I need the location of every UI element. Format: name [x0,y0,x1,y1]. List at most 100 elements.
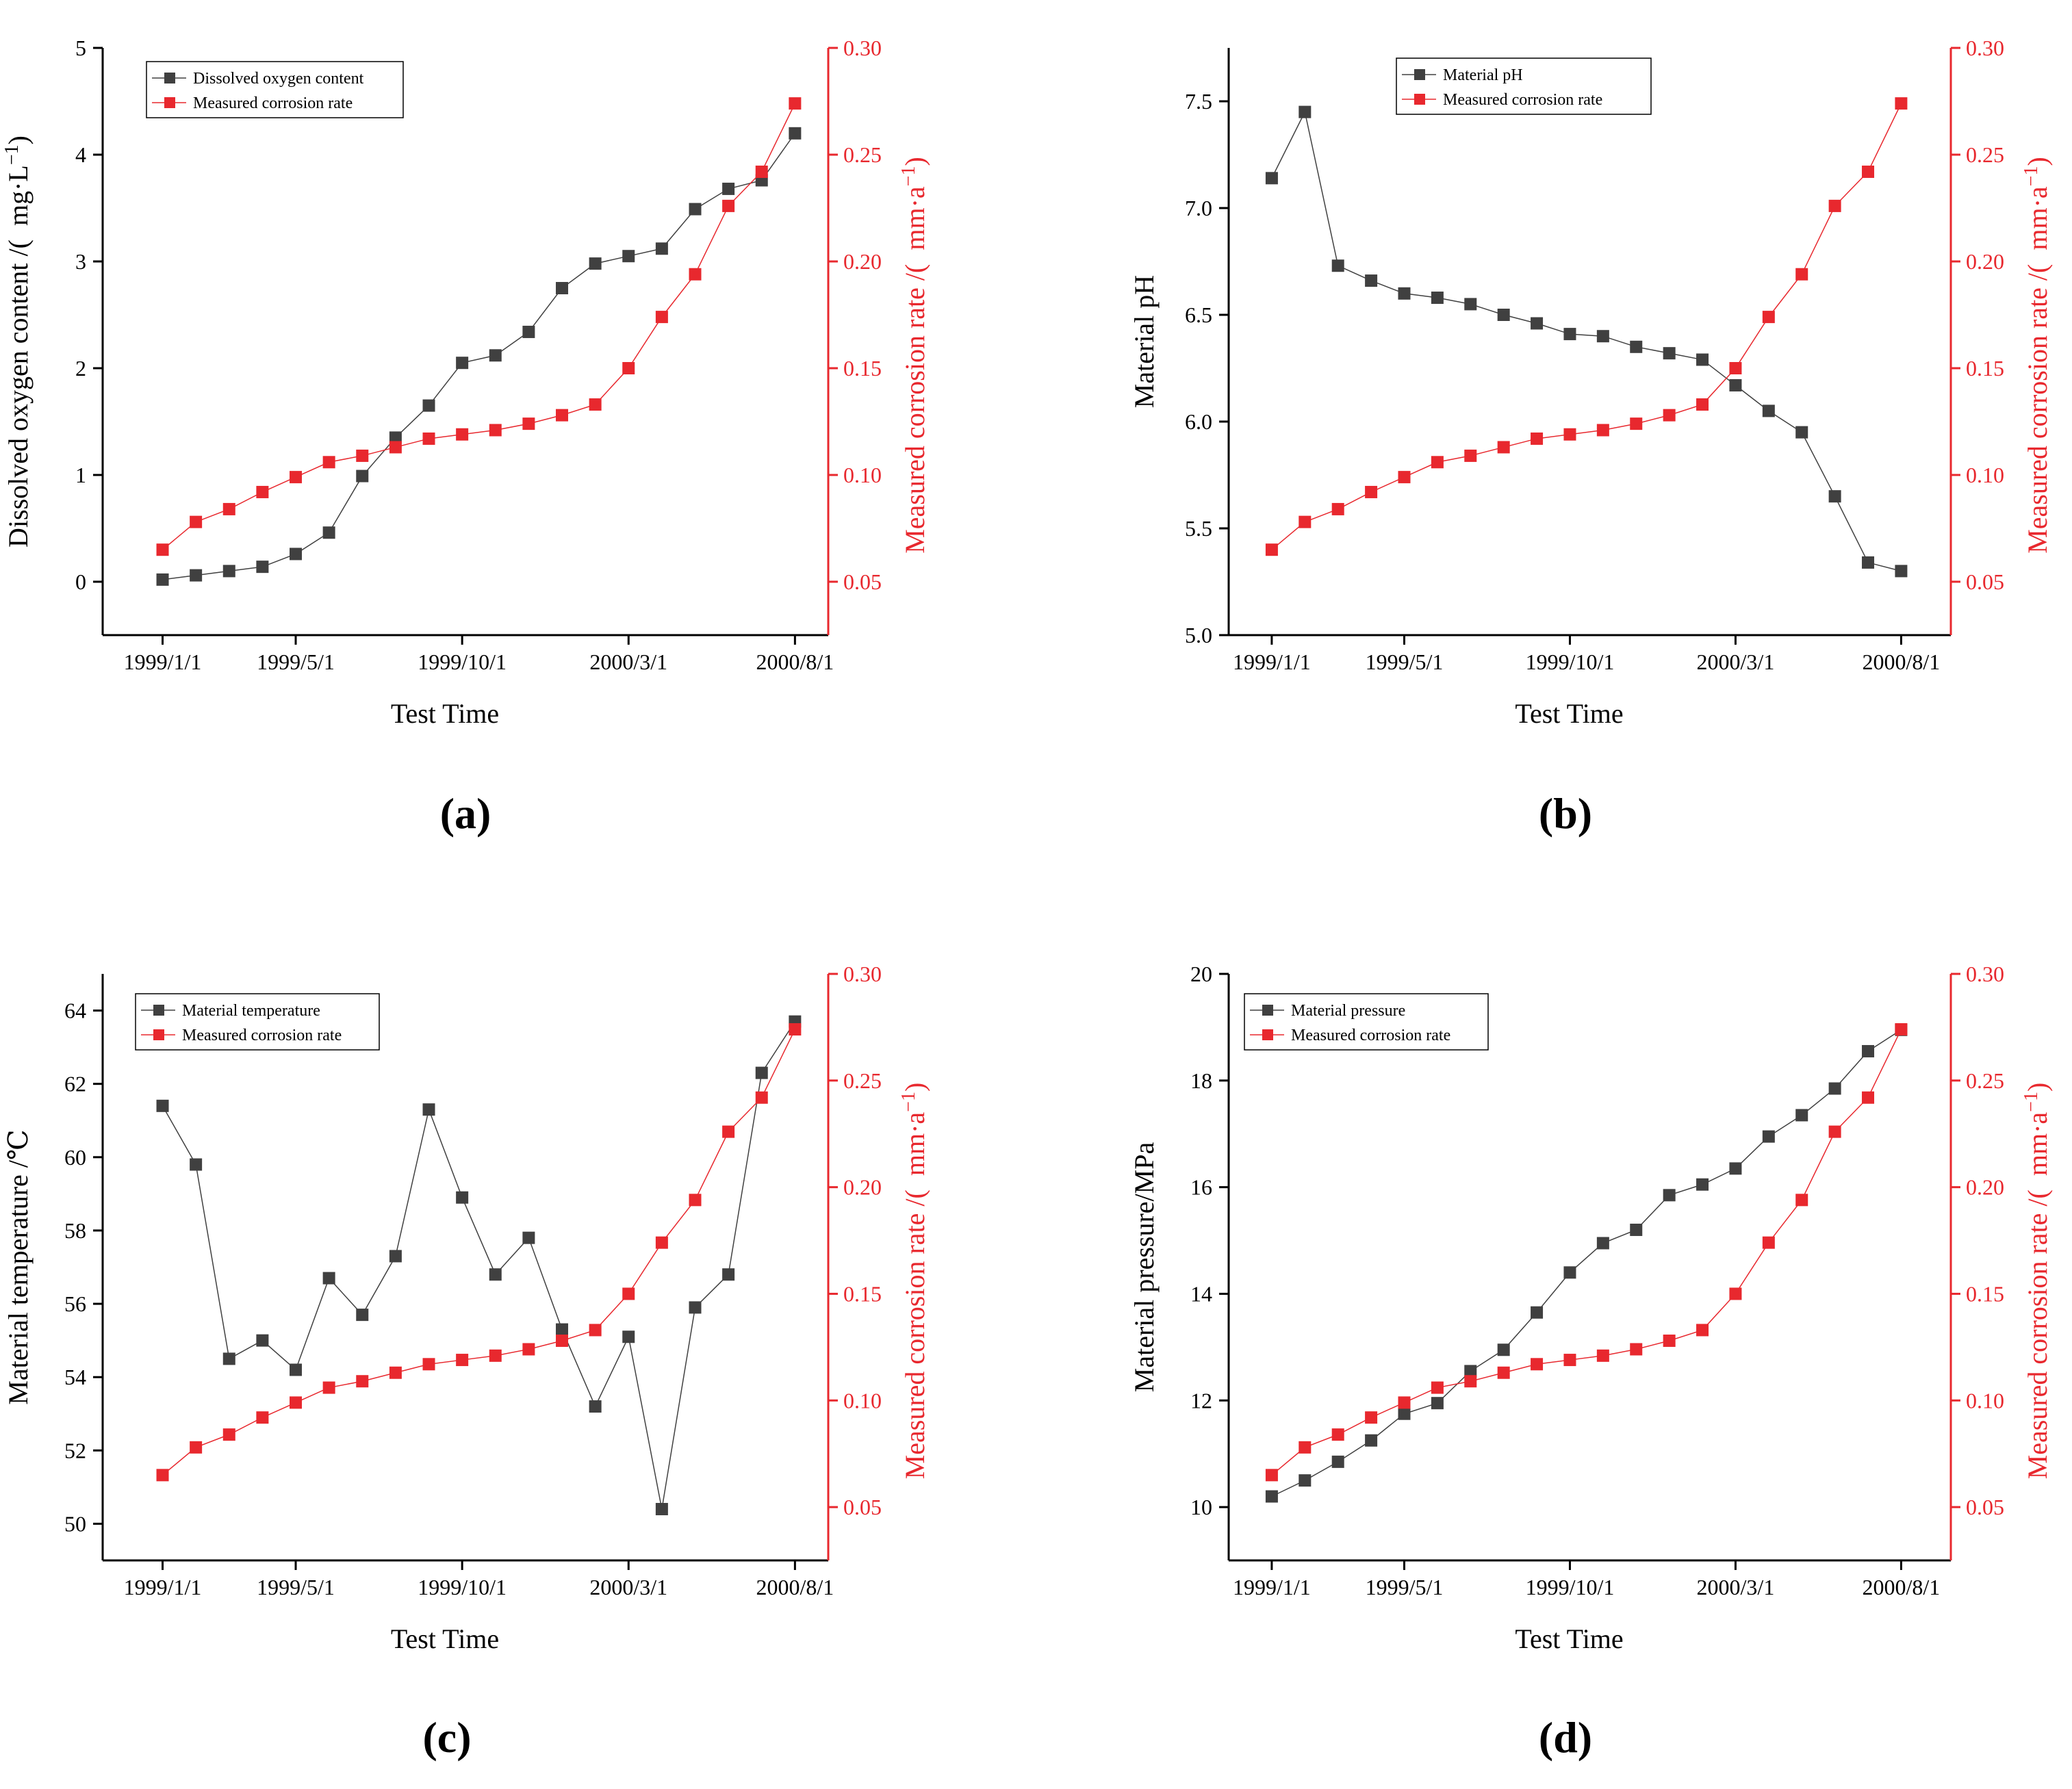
y2-tick-label: 0.30 [843,962,882,986]
data-point-series-1 [1398,1407,1411,1420]
data-point-series-2 [522,1343,535,1356]
legend: Material pressure Measured corrosion rate [1244,993,1489,1051]
data-point-series-1 [689,1301,702,1314]
data-point-series-1 [655,1503,668,1516]
legend-marker [1262,1029,1273,1040]
data-point-series-2 [556,1335,569,1348]
legend-marker [1414,69,1425,80]
x-tick-label: 1999/1/1 [1233,1575,1311,1599]
data-point-series-2 [556,409,569,422]
data-point-series-1 [256,561,269,574]
y2-tick-label: 0.20 [1966,1175,2004,1200]
data-point-series-2 [1828,199,1841,212]
panel-caption: (b) [1539,789,1592,838]
data-point-series-2 [1630,1343,1643,1356]
data-point-series-2 [1464,449,1477,462]
data-point-series-1 [1729,1162,1742,1175]
data-point-series-1 [1596,330,1609,343]
data-point-series-1 [589,257,602,270]
y-tick-label: 6.0 [1185,409,1212,434]
data-point-series-2 [1729,1287,1742,1300]
data-point-series-1 [456,357,469,370]
data-point-series-2 [422,1358,435,1371]
y-tick-label: 0 [75,569,86,594]
y-tick-label: 1 [75,463,86,487]
data-point-series-1 [1696,353,1709,366]
data-point-series-1 [622,250,635,263]
data-point-series-2 [1862,1091,1875,1104]
data-point-series-1 [1331,259,1344,272]
data-point-series-2 [789,1023,802,1036]
legend-label: Measured corrosion rate [182,1027,342,1044]
data-point-series-2 [1696,398,1709,411]
legend-label: Dissolved oxygen content [193,70,364,88]
y2-tick-label: 0.30 [1966,962,2004,986]
data-point-series-2 [190,1441,203,1454]
data-point-series-2 [655,311,668,324]
data-point-series-2 [1497,1366,1510,1379]
data-point-series-2 [356,449,369,462]
series-line-1 [162,1021,796,1510]
data-point-series-2 [1729,362,1742,374]
data-point-series-1 [1795,426,1808,439]
legend-marker [153,1029,164,1040]
series-line-1 [162,133,795,580]
data-point-series-1 [322,1272,335,1285]
data-point-series-1 [1828,1082,1841,1095]
legend-box [1396,57,1652,115]
y-tick-label: 12 [1190,1388,1212,1413]
data-point-series-2 [322,456,335,469]
y-tick-label: 10 [1190,1495,1212,1519]
data-point-series-1 [1596,1237,1609,1250]
panel-caption: (c) [422,1713,471,1762]
x-tick-label: 1999/5/1 [257,649,335,674]
y-tick-label: 7.5 [1185,89,1212,114]
y2-tick-label: 0.25 [1966,142,2004,167]
data-point-series-2 [722,1125,735,1138]
y-tick-label: 4 [75,142,86,167]
data-point-series-1 [1663,347,1676,360]
data-point-series-1 [1299,105,1312,118]
data-point-series-2 [1497,441,1510,454]
y-tick-label: 14 [1190,1281,1212,1306]
data-point-series-1 [556,282,569,294]
series-line-2 [162,1029,796,1476]
data-point-series-1 [1828,490,1841,503]
legend-marker [164,97,175,108]
data-point-series-2 [222,1428,235,1441]
legend-marker [153,1005,164,1016]
x-tick-label: 1999/10/1 [418,649,507,674]
x-tick-label: 1999/1/1 [124,649,202,674]
data-point-series-2 [156,1469,169,1482]
legend: Material pH Measured corrosion rate [1396,57,1652,115]
x-tick-label: 2000/8/1 [1863,649,1941,674]
y-tick-label: 16 [1190,1175,1212,1200]
data-point-series-1 [356,469,369,482]
data-point-series-2 [1331,1428,1344,1441]
y-tick-label: 62 [64,1072,86,1096]
data-point-series-1 [1497,309,1510,321]
y2-axis-title: Measured corrosion rate /( mm·a−1) [2021,157,2053,554]
chart-panel-1: 1999/1/1 1999/5/1 1999/10/1 2000/3/1 2000/8/… [1,36,930,838]
y-axis-title: Material temperature /℃ [3,1129,34,1404]
data-point-series-2 [489,1349,502,1362]
y2-tick-label: 0.25 [1966,1068,2004,1093]
legend-label: Measured corrosion rate [1443,91,1602,109]
y2-tick-label: 0.10 [843,1388,882,1413]
legend-marker [164,73,175,83]
data-point-series-1 [522,1231,535,1244]
data-point-series-1 [689,203,702,216]
x-tick-label: 2000/3/1 [1697,1575,1775,1599]
x-tick-label: 1999/10/1 [1526,1575,1615,1599]
data-point-series-1 [1331,1455,1344,1468]
data-point-series-1 [489,1268,502,1281]
data-point-series-2 [1563,428,1576,441]
legend-label: Material pH [1443,66,1523,84]
x-axis-title: Test Time [1515,1623,1623,1654]
data-point-series-2 [1828,1125,1841,1138]
y-tick-label: 6.5 [1185,303,1212,327]
data-point-series-1 [389,431,402,444]
data-point-series-1 [456,1191,469,1204]
y-tick-label: 3 [75,249,86,274]
x-tick-label: 2000/8/1 [1863,1575,1941,1599]
